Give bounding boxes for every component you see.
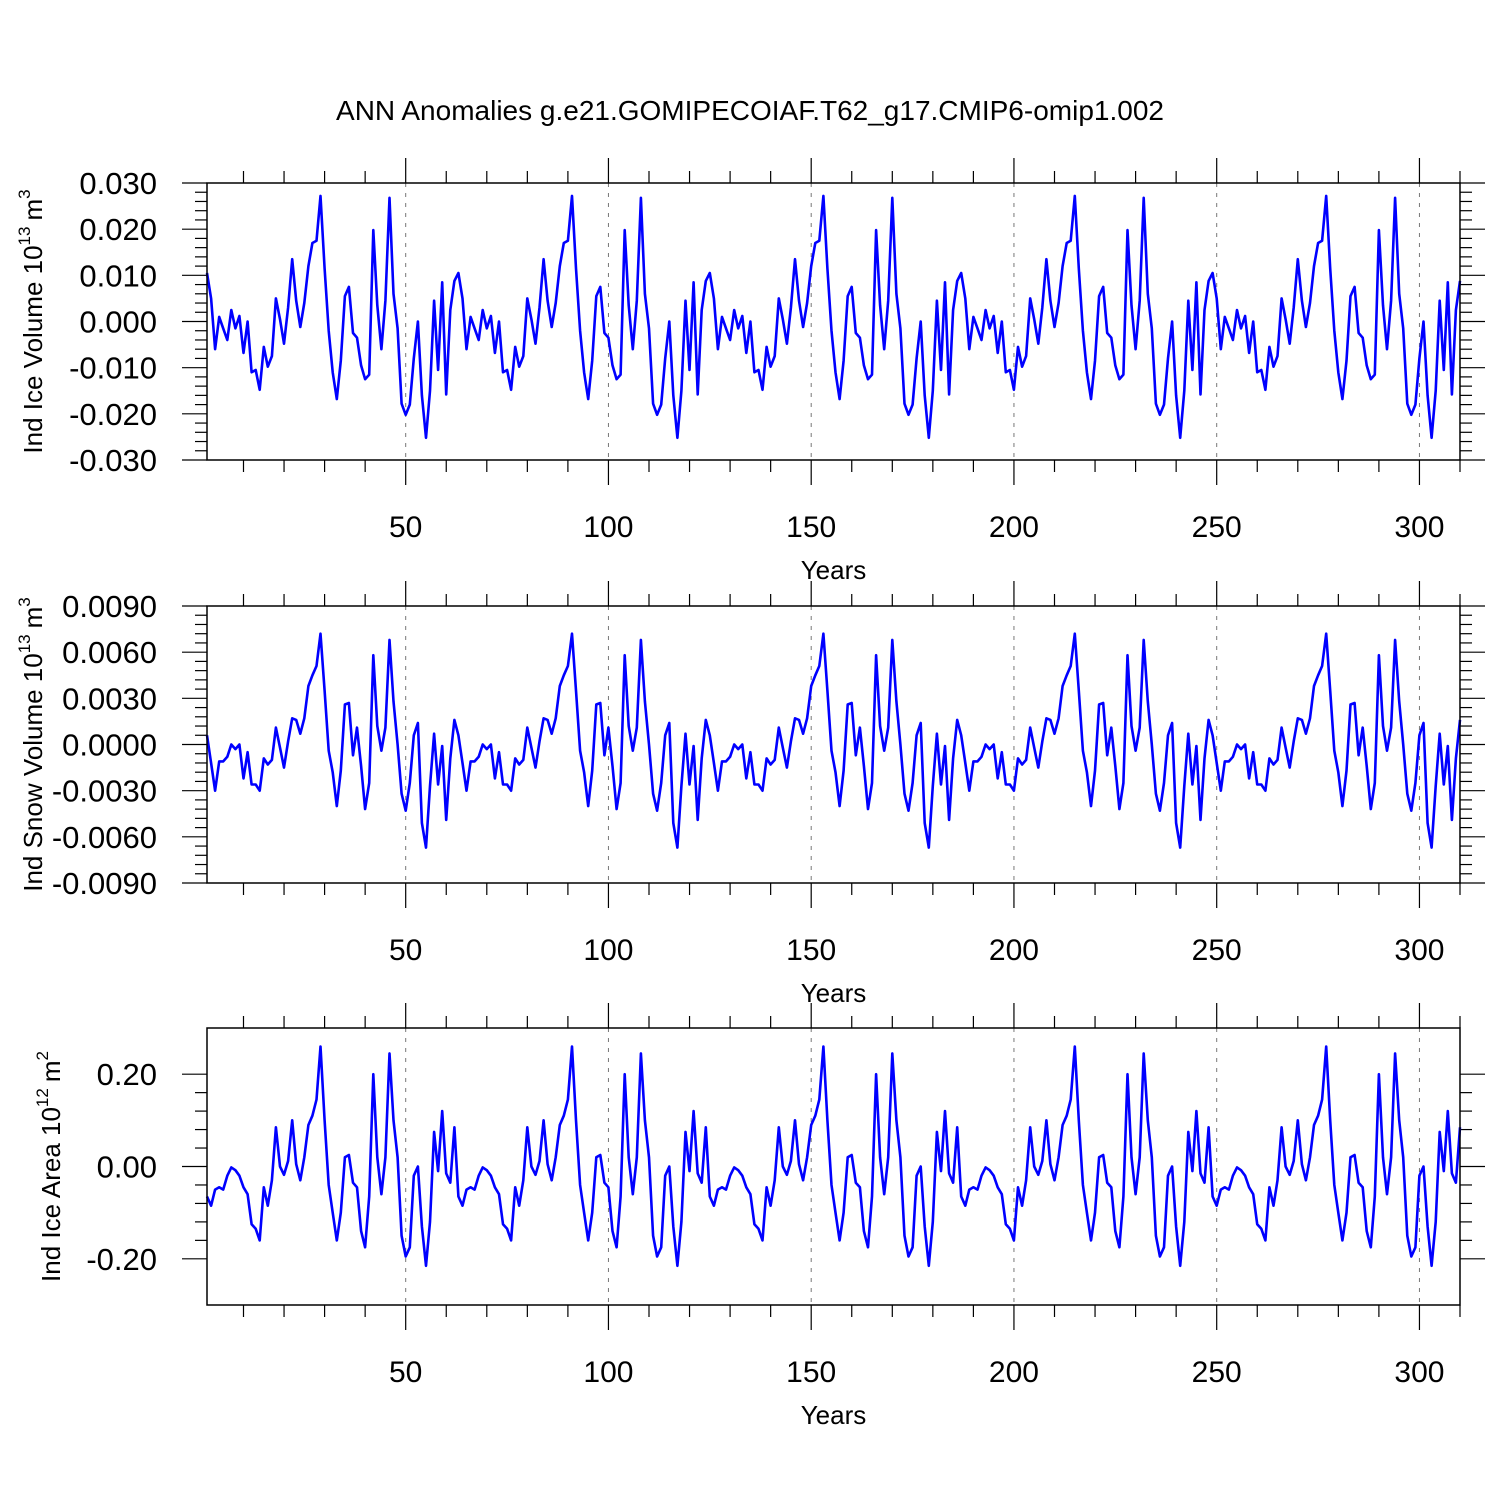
snow-volume-xtick-label: 150 [786,934,836,967]
ice-area-xtick-label: 250 [1192,1356,1242,1389]
ice-volume-xtick-label: 200 [989,511,1039,544]
snow-volume-ylabel-exp: 13 [15,634,34,653]
snow-volume-panel: 50 100 150 200 250 300 -0.0090 -0.0060 -0.0030 0.… [15,581,1485,1008]
ice-area-xtick-label: 200 [989,1356,1039,1389]
ice-volume-ytick-label: 0.000 [79,305,157,340]
snow-volume-ytick-label: -0.0030 [52,774,157,809]
snow-volume-ytick-label: -0.0060 [52,820,157,855]
ice-volume-xtick-label: 250 [1192,511,1242,544]
snow-volume-ytick-label: -0.0090 [52,866,157,901]
ice-area-series-line [205,1045,1462,1268]
ice-area-panel: 50 100 150 200 250 300 -0.20 0.00 0.20 Years Ind I… [33,1003,1485,1430]
ice-volume-ytick-label: 0.010 [79,258,157,293]
ice-area-xtick-label: 100 [583,1356,633,1389]
ice-volume-xtick-label: 150 [786,511,836,544]
ice-volume-series-line [205,194,1462,440]
ice-volume-ylabel-unit: m [18,199,48,221]
snow-volume-ylabel-unit: m [18,607,48,629]
ice-volume-ytick-label: -0.030 [69,443,157,478]
snow-volume-ylabel: Ind Snow Volume 1013 m3 [15,597,48,892]
ice-area-ylabel-exp: 12 [33,1088,52,1107]
snow-volume-xtick-label: 50 [389,934,422,967]
ice-volume-ylabel: Ind Ice Volume 1013 m3 [15,189,48,453]
ice-area-ytick-label: 0.00 [97,1150,157,1185]
snow-volume-ylabel-text: Ind Snow Volume 10 [18,653,48,892]
snow-volume-xlabel: Years [801,978,867,1008]
panels: 50 100 150 200 250 300-0.030-0.020-0.0100.000… [15,158,1485,1430]
snow-volume-xtick-label: 250 [1192,934,1242,967]
ice-area-xtick-label: 300 [1394,1356,1444,1389]
snow-volume-ytick-label: 0.0090 [62,589,157,624]
ice-volume-panel: 50 100 150 200 250 300 -0.030 -0.020 -0.010 0.000… [15,158,1485,585]
ice-area-xlabel: Years [801,1400,867,1430]
ice-volume-ylabel-exp: 13 [15,227,34,246]
snow-volume-plot-frame [206,605,1461,884]
ice-area-ylabel-unit-exp: 2 [33,1051,52,1060]
ice-area-ylabel: Ind Ice Area 1012 m2 [33,1051,66,1282]
ice-volume-ylabel-text: Ind Ice Volume 10 [18,245,48,453]
ice-volume-ytick-label: -0.010 [69,351,157,386]
ice-volume-xlabel: Years [801,555,867,585]
ice-volume-ylabel-unit-exp: 3 [15,189,34,198]
ice-area-ylabel-text: Ind Ice Area 10 [36,1107,66,1282]
snow-volume-series-line [205,632,1462,849]
ice-volume-ytick-label: 0.020 [79,212,157,247]
snow-volume-ytick-label: 0.0060 [62,635,157,670]
ice-volume-xtick-label: 50 [389,511,422,544]
ice-area-plot-frame [206,1027,1461,1306]
ice-area-xtick-label: 50 [389,1356,422,1389]
ice-volume-xtick-label: 100 [583,511,633,544]
ice-volume-ytick-label: -0.020 [69,397,157,432]
ice-volume-plot-frame [206,182,1461,461]
snow-volume-xtick-label: 200 [989,934,1039,967]
snow-volume-xtick-label: 100 [583,934,633,967]
snow-volume-ytick-label: 0.0000 [62,728,157,763]
ice-area-xtick-label: 150 [786,1356,836,1389]
ice-volume-ytick-label: 0.030 [79,166,157,201]
snow-volume-xtick-label: 300 [1394,934,1444,967]
snow-volume-ytick-label: 0.0030 [62,681,157,716]
snow-volume-ylabel-unit-exp: 3 [15,597,34,606]
figure-title: ANN Anomalies g.e21.GOMIPECOIAF.T62_g17.… [336,95,1164,126]
ice-area-ytick-label: -0.20 [86,1242,157,1277]
ice-area-ylabel-unit: m [36,1060,66,1082]
ice-volume-xtick-label: 300 [1394,511,1444,544]
ice-area-ytick-label: 0.20 [97,1057,157,1092]
